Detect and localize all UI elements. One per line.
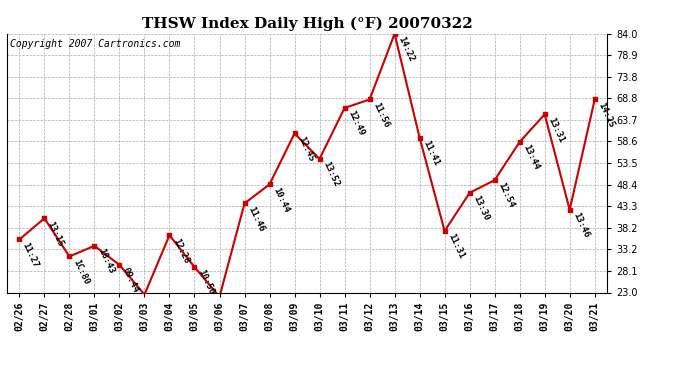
Point (339, 105, 350, 111)
Point (464, 190, 475, 196)
Text: 13:30: 13:30 (471, 194, 491, 222)
Text: 11:46: 11:46 (246, 205, 266, 233)
Point (139, 292, 150, 298)
Point (489, 177, 500, 183)
Text: 1C:80: 1C:80 (71, 258, 90, 286)
Text: Copyright 2007 Cartronics.com: Copyright 2007 Cartronics.com (10, 39, 180, 49)
Point (114, 262, 125, 268)
Point (164, 232, 175, 238)
Point (239, 200, 250, 206)
Text: 11:41: 11:41 (421, 139, 440, 167)
Text: 14:25: 14:25 (596, 101, 615, 129)
Point (414, 135, 425, 141)
Text: 09:44: 09:44 (121, 266, 140, 294)
Text: 14:22: 14:22 (396, 35, 415, 63)
Point (89, 243, 100, 249)
Text: 18:43: 18:43 (96, 247, 115, 275)
Text: 10:44: 10:44 (271, 186, 290, 214)
Text: 12:45: 12:45 (296, 135, 315, 163)
Point (214, 294, 225, 300)
Title: THSW Index Daily High (°F) 20070322: THSW Index Daily High (°F) 20070322 (141, 17, 473, 31)
Point (14, 237, 25, 243)
Point (264, 182, 275, 188)
Text: 12:54: 12:54 (496, 182, 515, 210)
Point (364, 96, 375, 102)
Point (539, 111, 550, 117)
Text: 10:23: 10:23 (0, 374, 1, 375)
Text: 13:52: 13:52 (321, 160, 340, 188)
Point (289, 130, 300, 136)
Text: 13:44: 13:44 (0, 374, 1, 375)
Text: 10:50: 10:50 (196, 268, 215, 297)
Point (564, 207, 575, 213)
Point (64, 254, 75, 260)
Text: 13:46: 13:46 (571, 211, 591, 239)
Text: 11:56: 11:56 (371, 101, 391, 129)
Point (314, 156, 325, 162)
Text: 13:15: 13:15 (46, 220, 66, 248)
Text: 12:28: 12:28 (171, 237, 190, 265)
Text: 12:49: 12:49 (346, 110, 366, 138)
Text: 11:27: 11:27 (21, 241, 40, 269)
Point (589, 96, 600, 102)
Point (189, 264, 200, 270)
Text: 13:44: 13:44 (521, 143, 540, 171)
Point (439, 228, 450, 234)
Point (39, 215, 50, 221)
Point (389, 31, 400, 37)
Point (514, 139, 525, 145)
Text: 11:31: 11:31 (446, 232, 466, 261)
Text: 13:31: 13:31 (546, 116, 566, 144)
